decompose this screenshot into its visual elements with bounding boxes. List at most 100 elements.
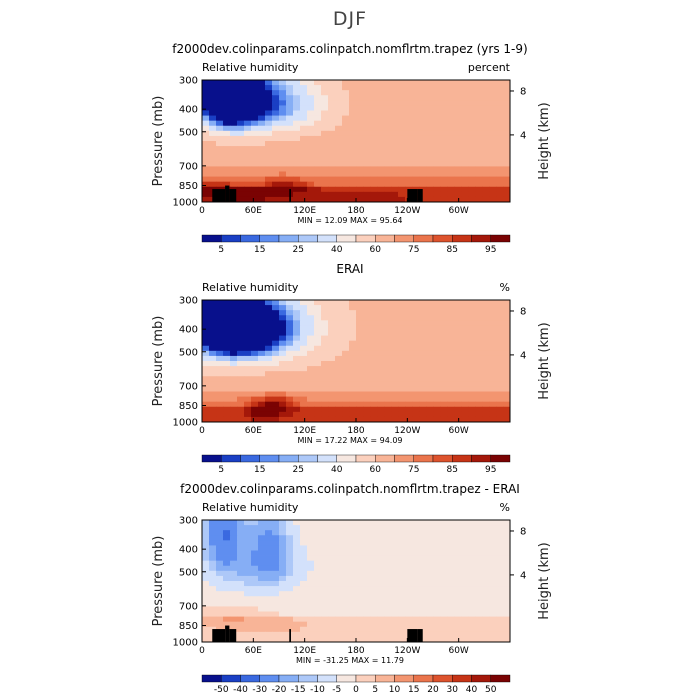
heatmap-cell [496,345,504,352]
heatmap-cell [433,320,441,326]
heatmap-cell [265,335,273,342]
heatmap-cell [461,186,469,193]
heatmap-cell [265,146,273,152]
heatmap-cell [237,355,245,362]
heatmap-cell [370,105,378,111]
heatmap-cell [286,520,294,526]
heatmap-cell [349,186,357,193]
heatmap-cell [482,191,490,198]
heatmap-cell [300,606,308,612]
heatmap-cell [321,300,329,306]
heatmap-cell [468,586,476,592]
heatmap-cell [272,166,280,172]
topography-block [407,189,418,202]
heatmap-cell [216,575,224,582]
heatmap-cell [419,545,427,551]
heatmap-cell [489,545,497,551]
heatmap-cell [356,305,364,311]
heatmap-cell [293,570,301,577]
heatmap-cell [454,366,462,372]
heatmap-cell [342,166,350,172]
heatmap-cell [258,540,266,546]
heatmap-cell [377,340,385,347]
heatmap-cell [503,305,511,311]
heatmap-cell [370,416,378,423]
heatmap-cell [419,591,427,597]
heatmap-cell [377,315,385,321]
heatmap-cell [440,550,448,556]
heatmap-cell [377,105,385,111]
heatmap-cell [202,300,210,306]
heatmap-cell [258,176,266,183]
heatmap-cell [209,125,217,132]
heatmap-cell [272,386,280,392]
heatmap-cell [461,581,469,587]
heatmap-cell [503,115,511,122]
heatmap-cell [426,146,434,152]
heatmap-cell [202,581,210,587]
heatmap-cell [398,196,406,203]
heatmap-cell [307,636,315,643]
heatmap-cell [223,411,231,418]
heatmap-cell [405,601,413,607]
heatmap-cell [384,305,392,311]
heatmap-cell [342,120,350,127]
heatmap-cell [398,591,406,597]
heatmap-cell [384,525,392,531]
heatmap-cell [405,141,413,147]
heatmap-cell [433,606,441,612]
heatmap-cell [335,171,343,177]
heatmap-cell [370,575,378,582]
heatmap-cell [489,396,497,403]
heatmap-cell [321,401,329,408]
heatmap-cell [244,611,252,617]
heatmap-cell [440,621,448,628]
heatmap-cell [454,350,462,357]
heatmap-cell [454,636,462,643]
heatmap-cell [447,350,455,357]
heatmap-cell [475,330,483,336]
heatmap-cell [216,591,224,597]
heatmap-cell [454,330,462,336]
heatmap-cell [405,181,413,188]
heatmap-cell [370,166,378,172]
heatmap-cell [384,530,392,536]
heatmap-cell [398,626,406,633]
heatmap-cell [391,396,399,403]
heatmap-cell [440,596,448,602]
heatmap-cell [419,601,427,607]
heatmap-cell [496,80,504,86]
heatmap-cell [237,315,245,321]
heatmap-cell [412,565,420,572]
heatmap-cell [426,391,434,397]
heatmap-cell [223,401,231,408]
heatmap-cell [482,80,490,86]
heatmap-cell [202,616,210,623]
heatmap-cell [433,171,441,177]
heatmap-cell [447,575,455,582]
heatmap-cell [216,130,224,137]
heatmap-cell [349,626,357,633]
panel-subtitle-right: % [500,281,510,294]
heatmap-cell [433,525,441,531]
heatmap-cell [293,105,301,111]
heatmap-cell [265,171,273,177]
heatmap-cell [286,105,294,111]
heatmap-cell [482,361,490,367]
heatmap-cell [384,196,392,203]
heatmap-cell [300,340,308,347]
heatmap-cell [405,565,413,572]
heatmap-cell [405,376,413,382]
heatmap-cell [202,366,210,372]
heatmap-cell [230,406,238,413]
heatmap-cell [482,525,490,531]
heatmap-cell [468,626,476,633]
heatmap-cell [209,90,217,96]
heatmap-cell [251,310,259,316]
heatmap-cell [223,85,231,91]
heatmap-cell [468,575,476,582]
heatmap-cell [223,575,231,582]
heatmap-cell [342,310,350,316]
heatmap-cell [293,355,301,362]
heatmap-cell [251,340,259,347]
